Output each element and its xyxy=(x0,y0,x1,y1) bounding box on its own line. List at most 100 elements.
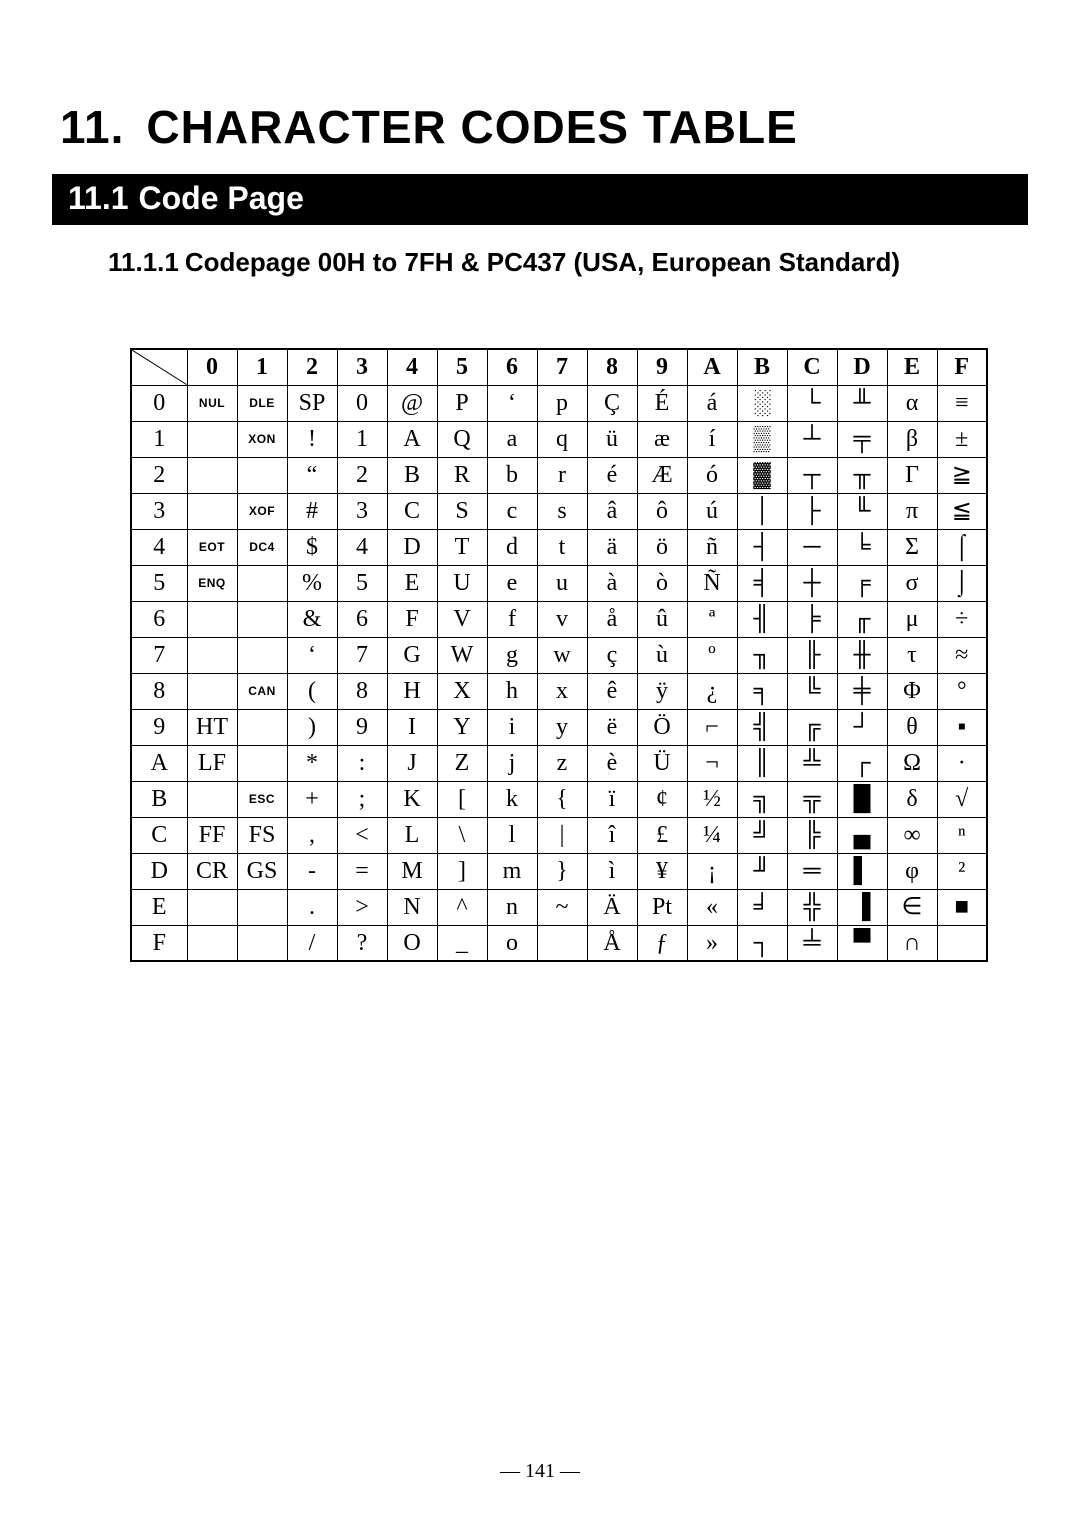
col-header: 3 xyxy=(337,349,387,385)
code-cell: └ xyxy=(787,385,837,421)
row-header: F xyxy=(131,925,187,961)
code-cell: ° xyxy=(937,673,987,709)
code-cell: * xyxy=(287,745,337,781)
code-cell xyxy=(237,925,287,961)
code-cell: = xyxy=(337,853,387,889)
code-cell: 2 xyxy=(337,457,387,493)
code-cell: ò xyxy=(637,565,687,601)
col-header: 1 xyxy=(237,349,287,385)
code-cell: o xyxy=(487,925,537,961)
code-cell: & xyxy=(287,601,337,637)
code-cell: ╛ xyxy=(737,889,787,925)
code-cell: ) xyxy=(287,709,337,745)
diagonal-divider-icon xyxy=(132,350,187,385)
col-header: 8 xyxy=(587,349,637,385)
code-cell: ¡ xyxy=(687,853,737,889)
code-cell: Ω xyxy=(887,745,937,781)
code-cell: D xyxy=(387,529,437,565)
code-cell: ╥ xyxy=(837,457,887,493)
table-row: 8CAN(8HXhxêÿ¿╕╚╪Φ° xyxy=(131,673,987,709)
code-cell: å xyxy=(587,601,637,637)
row-header: C xyxy=(131,817,187,853)
code-cell: NUL xyxy=(187,385,237,421)
table-row: 0NULDLESP0@P‘pÇÉá░└╨α≡ xyxy=(131,385,987,421)
code-cell: Æ xyxy=(637,457,687,493)
row-header: 1 xyxy=(131,421,187,457)
subsection-heading: 11.1.1Codepage 00H to 7FH & PC437 (USA, … xyxy=(108,247,1020,278)
code-cell xyxy=(237,889,287,925)
code-cell xyxy=(537,925,587,961)
col-header: 5 xyxy=(437,349,487,385)
code-cell: LF xyxy=(187,745,237,781)
code-cell: ÿ xyxy=(637,673,687,709)
code-cell: ┬ xyxy=(787,457,837,493)
code-cell: ( xyxy=(287,673,337,709)
code-cell: W xyxy=(437,637,487,673)
code-cell: ╩ xyxy=(787,745,837,781)
code-cell: ⁿ xyxy=(937,817,987,853)
code-cell: DC4 xyxy=(237,529,287,565)
code-cell: ñ xyxy=(687,529,737,565)
row-header: B xyxy=(131,781,187,817)
row-header: 5 xyxy=(131,565,187,601)
code-cell: SP xyxy=(287,385,337,421)
code-cell xyxy=(237,637,287,673)
code-cell: J xyxy=(387,745,437,781)
code-cell xyxy=(187,637,237,673)
code-cell: \ xyxy=(437,817,487,853)
code-cell xyxy=(187,601,237,637)
code-cell: ├ xyxy=(787,493,837,529)
code-cell: w xyxy=(537,637,587,673)
code-cell: ESC xyxy=(237,781,287,817)
code-cell: Ä xyxy=(587,889,637,925)
code-cell: ▌ xyxy=(837,853,887,889)
code-cell: Å xyxy=(587,925,637,961)
code-cell: Ç xyxy=(587,385,637,421)
code-cell: ⌠ xyxy=(937,529,987,565)
code-cell: █ xyxy=(837,781,887,817)
code-cell: á xyxy=(687,385,737,421)
code-cell: ƒ xyxy=(637,925,687,961)
code-cell: ╚ xyxy=(787,673,837,709)
table-row: 9HT)9IYiyëÖ⌐╣╔┘θ▪ xyxy=(131,709,987,745)
code-cell: τ xyxy=(887,637,937,673)
code-cell: │ xyxy=(737,493,787,529)
code-cell: s xyxy=(537,493,587,529)
code-cell: ù xyxy=(637,637,687,673)
code-cell: ╤ xyxy=(837,421,887,457)
col-header: 9 xyxy=(637,349,687,385)
code-cell: ë xyxy=(587,709,637,745)
code-cell: L xyxy=(387,817,437,853)
col-header: 7 xyxy=(537,349,587,385)
code-cell: ┤ xyxy=(737,529,787,565)
code-cell: μ xyxy=(887,601,937,637)
row-header: 8 xyxy=(131,673,187,709)
table-row: 6&6FVfvåûª╢╞╓μ÷ xyxy=(131,601,987,637)
section-heading-bar: 11.1 Code Page xyxy=(52,174,1028,225)
code-cell xyxy=(187,925,237,961)
row-header: D xyxy=(131,853,187,889)
col-header: B xyxy=(737,349,787,385)
code-cell: ░ xyxy=(737,385,787,421)
section-number: 11.1 xyxy=(68,180,129,216)
code-cell: # xyxy=(287,493,337,529)
code-cell: ╖ xyxy=(737,637,787,673)
code-cell: X xyxy=(437,673,487,709)
code-cell: ä xyxy=(587,529,637,565)
code-cell: b xyxy=(487,457,537,493)
code-cell: q xyxy=(537,421,587,457)
code-cell: α xyxy=(887,385,937,421)
row-header: 6 xyxy=(131,601,187,637)
code-cell: H xyxy=(387,673,437,709)
code-cell: ¼ xyxy=(687,817,737,853)
code-cell: A xyxy=(387,421,437,457)
table-row: 3XOF#3CScsâôú│├╙π≦ xyxy=(131,493,987,529)
code-cell: ? xyxy=(337,925,387,961)
code-cell: l xyxy=(487,817,537,853)
code-cell: . xyxy=(287,889,337,925)
code-cell: ~ xyxy=(537,889,587,925)
code-cell: Q xyxy=(437,421,487,457)
code-cell: ┐ xyxy=(737,925,787,961)
section-title-text: Code Page xyxy=(139,180,304,216)
code-cell: √ xyxy=(937,781,987,817)
